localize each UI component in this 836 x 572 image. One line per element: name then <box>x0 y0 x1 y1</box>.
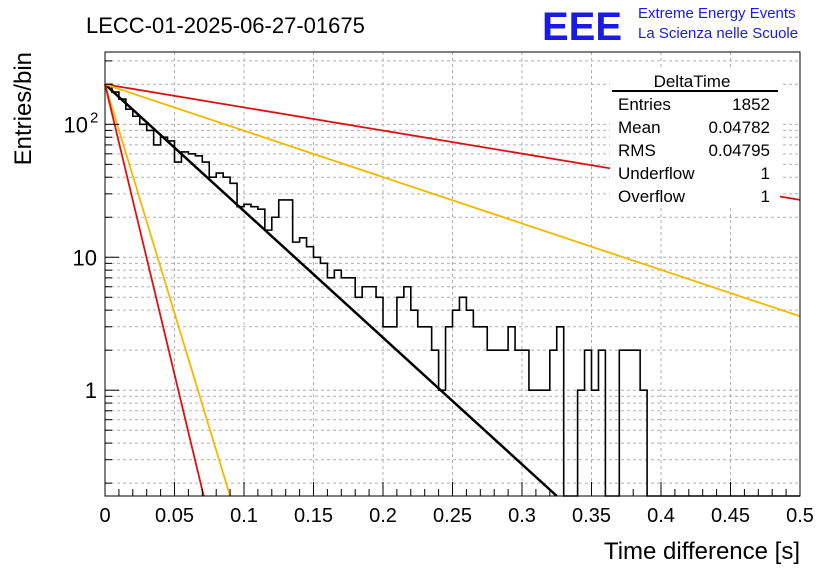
x-tick-label: 0 <box>99 505 110 527</box>
fit-line <box>104 84 231 497</box>
y-tick-label: 10 <box>73 245 97 270</box>
stats-label: Mean <box>618 118 661 137</box>
y-axis-label: Entries/bin <box>10 52 37 165</box>
stats-label: Entries <box>618 95 671 114</box>
stats-box: DeltaTime Entries 1852 Mean 0.04782 RMS 0.047… <box>610 70 780 206</box>
histogram-series <box>105 83 800 497</box>
fit-line <box>104 83 558 497</box>
logo-line-2: La Scienza nelle Scuole <box>638 25 798 42</box>
axis-ticks <box>104 60 801 496</box>
x-tick-label: 0.15 <box>294 505 333 527</box>
x-tick-label: 0.3 <box>508 505 536 527</box>
stats-value: 0.04782 <box>709 118 770 137</box>
histogram-step <box>105 83 800 497</box>
x-tick-label: 0.4 <box>647 505 675 527</box>
x-tick-label: 0.25 <box>433 505 472 527</box>
stats-label: Underflow <box>618 164 695 183</box>
stats-value: 1 <box>761 187 770 206</box>
y-tick-exponent: 2 <box>90 109 98 126</box>
stats-value: 0.04795 <box>709 141 770 160</box>
logo-line-1: Extreme Energy Events <box>638 5 796 22</box>
stats-label: RMS <box>618 141 656 160</box>
stats-value: 1852 <box>732 95 770 114</box>
y-tick-label: 10 <box>64 112 88 137</box>
x-tick-label: 0.5 <box>786 505 814 527</box>
stats-label: Overflow <box>618 187 686 206</box>
stats-value: 1 <box>761 164 770 183</box>
fit-line <box>104 84 205 497</box>
fit-lines <box>104 83 801 497</box>
x-tick-label: 0.1 <box>230 505 258 527</box>
x-tick-labels: 0 0.05 0.1 0.15 0.2 0.25 0.3 0.35 0.4 0.45 0.5 <box>99 505 813 527</box>
eee-logo: EEE <box>542 5 622 49</box>
stats-title: DeltaTime <box>654 72 731 91</box>
x-tick-label: 0.05 <box>155 505 194 527</box>
grid-lines <box>105 52 800 496</box>
x-tick-label: 0.35 <box>572 505 611 527</box>
x-axis-label: Time difference [s] <box>604 538 800 565</box>
chart-title: LECC-01-2025-06-27-01675 <box>86 13 365 38</box>
y-tick-label: 1 <box>85 378 97 403</box>
x-tick-label: 0.2 <box>369 505 397 527</box>
fit-line <box>104 83 801 318</box>
x-tick-label: 0.45 <box>711 505 750 527</box>
